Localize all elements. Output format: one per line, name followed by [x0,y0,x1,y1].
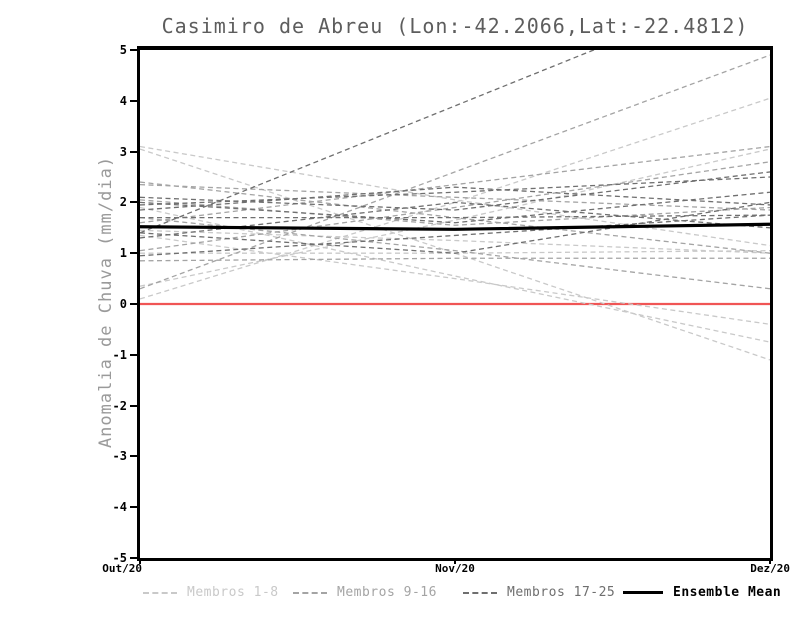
legend-label-membros-1-8: Membros 1-8 [187,585,279,600]
y-tick [130,201,137,204]
ensemble-member-line [140,229,770,254]
ensemble-member-line [140,148,770,361]
ensemble-member-line [140,50,596,234]
ensemble-member-line [140,161,770,252]
y-tick-label: 2 [119,195,127,210]
ensemble-member-line [140,97,770,300]
ensemble-member-line [140,145,770,224]
ensemble-member-line [140,257,770,262]
ensemble-member-line [140,54,770,290]
ensemble-member-line [140,145,770,247]
ensemble-member-line [140,171,770,211]
y-tick [130,303,137,305]
y-tick [130,49,137,51]
ensemble-mean-line [140,222,770,231]
x-tick [139,558,141,564]
ensemble-member-line [140,214,770,257]
ensemble-member-line [140,183,770,211]
y-tick [130,150,137,153]
x-tick [769,558,771,564]
y-tick-label: -2 [112,398,127,413]
y-tick [130,353,137,356]
y-tick-label: -4 [112,500,127,515]
y-tick-label: 4 [119,93,127,108]
ensemble-member-line [140,191,770,224]
y-tick-label: 1 [119,246,127,261]
y-tick-label: -3 [112,449,127,464]
ensemble-member-line [140,206,770,343]
y-tick-label: 3 [119,144,127,159]
ensemble-member-line [140,199,770,226]
chart-title: Casimiro de Abreu (Lon:-42.2066,Lat:-22.… [161,14,749,38]
y-tick-label: 5 [119,43,127,57]
x-tick [454,558,456,564]
y-tick-label: 0 [119,297,127,311]
y-tick [130,506,137,509]
y-tick [130,557,137,559]
ensemble-member-line [140,148,770,287]
ensemble-lines-canvas [140,50,770,361]
x-tick-label: Nov/20 [435,562,475,575]
ensemble-member-line [140,186,770,211]
legend-swatch-membros-1-8 [143,592,177,594]
x-tick-label: Dez/20 [750,562,790,575]
legend-label-membros-9-16: Membros 9-16 [337,585,437,600]
y-tick-label: -5 [112,551,127,565]
y-tick [130,404,137,407]
y-tick-label: -1 [112,347,127,362]
legend-label-membros-17-25: Membros 17-25 [507,585,616,600]
ensemble-member-line [140,214,770,219]
legend-swatch-ensemble-mean [623,591,663,594]
y-tick [130,455,137,458]
legend-label-ensemble-mean: Ensemble Mean [673,585,782,600]
legend-swatch-membros-17-25 [463,592,497,594]
legend-swatch-membros-9-16 [293,592,327,594]
x-tick-label: Out/20 [102,562,142,575]
y-tick [130,99,137,102]
y-tick [130,252,137,255]
ensemble-member-line [140,176,770,206]
plot-area [137,46,773,561]
